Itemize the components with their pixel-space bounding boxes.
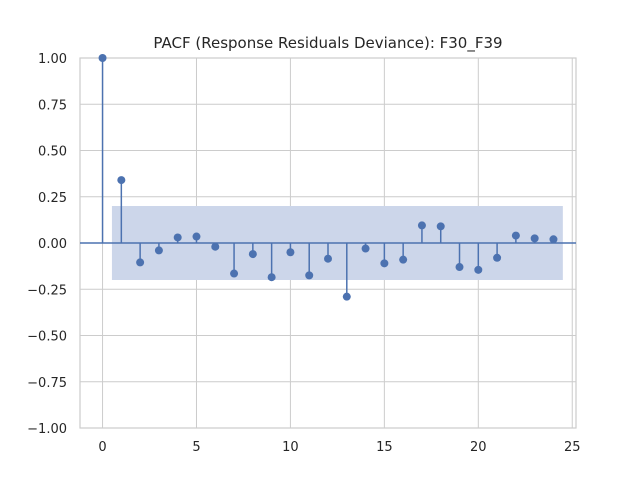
stem-marker bbox=[211, 242, 220, 251]
stem-marker bbox=[399, 255, 408, 264]
x-tick-label: 10 bbox=[282, 440, 299, 455]
y-tick-label: −0.25 bbox=[27, 283, 67, 298]
stem-marker bbox=[173, 233, 182, 242]
stem-marker bbox=[530, 234, 539, 243]
stem-marker bbox=[511, 231, 520, 240]
y-tick-label: 0.00 bbox=[38, 237, 67, 252]
stem-marker bbox=[324, 254, 332, 263]
stem-marker bbox=[474, 265, 483, 274]
stem-marker bbox=[267, 273, 276, 282]
y-tick-label: 0.75 bbox=[38, 98, 67, 113]
chart-title: PACF (Response Residuals Deviance): F30_… bbox=[153, 34, 502, 53]
y-tick-label: 0.25 bbox=[38, 191, 67, 206]
stem-marker bbox=[286, 248, 295, 257]
stem-marker bbox=[305, 271, 314, 280]
y-tick-label: −0.75 bbox=[27, 376, 67, 391]
stem-marker bbox=[192, 232, 201, 241]
stem-marker bbox=[436, 222, 445, 231]
y-tick-label: −1.00 bbox=[27, 422, 67, 437]
stem-marker bbox=[417, 221, 426, 230]
x-tick-label: 5 bbox=[192, 440, 200, 455]
stem-marker bbox=[154, 246, 163, 255]
y-tick-label: 1.00 bbox=[38, 52, 67, 67]
y-tick-labels: −1.00 −0.75 −0.50 −0.25 0.00 0.25 0.50 0.75 1.00 bbox=[27, 52, 67, 437]
stem-marker bbox=[549, 235, 558, 244]
stem-marker bbox=[117, 176, 126, 185]
stem-marker bbox=[361, 244, 370, 253]
stem-marker bbox=[136, 258, 145, 267]
x-tick-label: 25 bbox=[564, 440, 581, 455]
x-tick-labels: 0 5 10 15 20 25 bbox=[98, 440, 580, 455]
stem-marker bbox=[230, 269, 239, 278]
stem-marker bbox=[342, 292, 351, 301]
x-tick-label: 15 bbox=[376, 440, 393, 455]
stem-marker bbox=[493, 253, 502, 262]
x-tick-label: 0 bbox=[98, 440, 106, 455]
x-tick-label: 20 bbox=[470, 440, 487, 455]
stem-marker bbox=[455, 263, 464, 272]
y-tick-label: −0.50 bbox=[27, 330, 67, 345]
stem-marker bbox=[248, 250, 257, 259]
stem-marker bbox=[380, 259, 389, 268]
y-tick-label: 0.50 bbox=[38, 145, 67, 160]
stems bbox=[80, 54, 576, 301]
stem-marker bbox=[98, 54, 107, 62]
